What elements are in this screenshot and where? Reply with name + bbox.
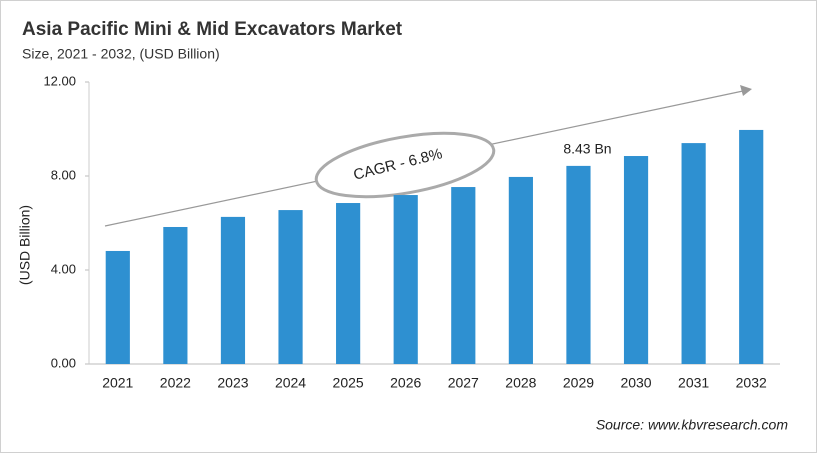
arrow-head [740,85,752,96]
chart-subtitle: Size, 2021 - 2032, (USD Billion) [22,46,220,62]
x-tick-label: 2029 [563,375,594,391]
x-tick-label: 2028 [505,375,536,391]
bar [566,165,591,364]
chart-title: Asia Pacific Mini & Mid Excavators Marke… [22,19,403,40]
x-tick-label: 2026 [390,375,421,391]
x-tick-label: 2031 [678,375,709,391]
y-tick-label: 8.00 [51,167,76,182]
bar [681,143,706,364]
x-tick-label: 2021 [102,375,133,391]
data-label: 8.43 Bn [563,141,611,157]
x-tick-label: 2023 [217,375,248,391]
bar [278,210,303,364]
y-tick-label: 4.00 [51,261,76,276]
x-tick-label: 2030 [620,375,651,391]
x-tick-label: 2027 [448,375,479,391]
bar [623,156,649,364]
bar [739,129,764,364]
y-tick-label: 12.00 [43,73,76,88]
bar [163,226,188,364]
y-tick-label: 0.00 [51,355,76,370]
source: Source: www.kbvresearch.com [596,417,789,433]
bar [393,195,418,364]
x-tick-label: 2032 [736,375,767,391]
bar [451,187,476,364]
x-tick-label: 2022 [160,375,191,391]
y-axis-label: (USD Billion) [17,205,33,285]
x-tick-label: 2024 [275,375,306,391]
bar [220,216,246,364]
x-tick-label: 2025 [333,375,364,391]
bar [105,250,130,364]
bar [508,176,533,364]
bar [336,203,361,364]
cagr-ellipse [314,131,496,199]
